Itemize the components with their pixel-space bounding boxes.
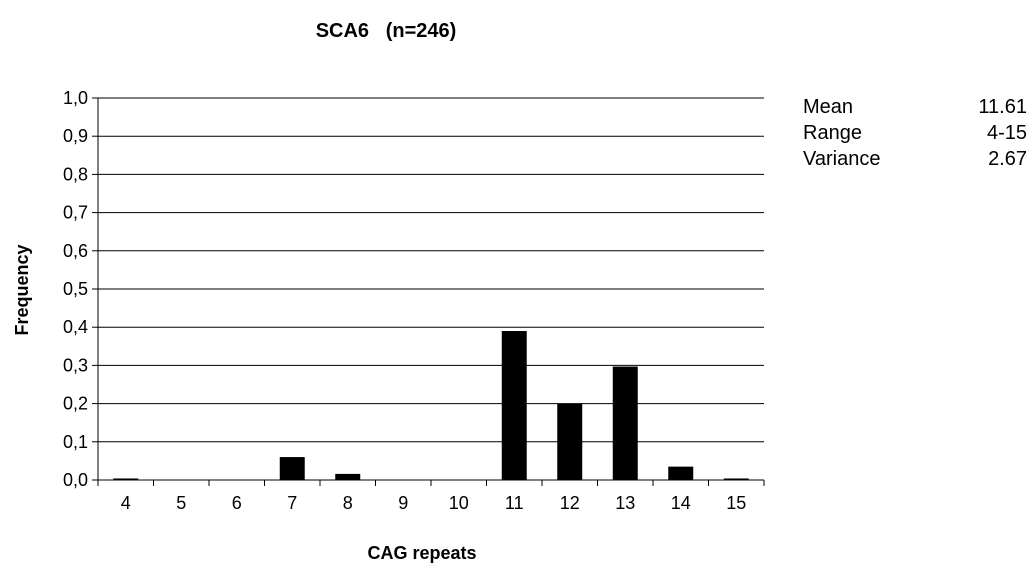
y-tick-label: 1,0 <box>63 88 88 108</box>
stat-label: Mean <box>803 96 853 118</box>
bar-4 <box>113 478 139 480</box>
y-tick-label: 0,8 <box>63 164 88 184</box>
bar-12 <box>557 403 583 480</box>
y-tick-labels: 0,0 0,1 0,2 0,3 0,4 0,5 0,6 0,7 0,8 0,9 1,0 <box>63 88 88 490</box>
bar-11 <box>501 331 527 480</box>
x-tick-label: 13 <box>615 493 635 513</box>
bars <box>113 331 749 480</box>
x-tick-label: 5 <box>176 493 186 513</box>
y-tick-label: 0,5 <box>63 279 88 299</box>
x-tick-label: 8 <box>343 493 353 513</box>
y-tick-label: 0,4 <box>63 317 88 337</box>
stat-value: 2.67 <box>988 148 1027 170</box>
y-axis-label: Frequency <box>12 244 32 335</box>
chart-title: SCA6 (n=246) <box>316 20 457 42</box>
x-tick-label: 6 <box>232 493 242 513</box>
gridlines <box>98 97 764 443</box>
x-tick-label: 4 <box>121 493 131 513</box>
bar-14 <box>668 466 694 480</box>
axes <box>92 97 765 486</box>
bar-7 <box>279 457 305 480</box>
stats-box: Mean 11.61 Range 4-15 Variance 2.67 <box>803 96 1027 170</box>
y-tick-label: 0,7 <box>63 203 88 223</box>
x-axis-label: CAG repeats <box>367 543 476 563</box>
stat-label: Variance <box>803 148 880 170</box>
x-tick-label: 11 <box>505 493 524 513</box>
x-tick-label: 10 <box>449 493 469 513</box>
bar-8 <box>335 473 361 480</box>
x-tick-label: 12 <box>560 493 580 513</box>
x-tick-label: 9 <box>398 493 408 513</box>
y-tick-label: 0,9 <box>63 126 88 146</box>
y-tick-label: 0,3 <box>63 355 88 375</box>
stat-value: 11.61 <box>978 96 1027 118</box>
x-tick-labels: 4 5 6 7 8 9 10 11 12 13 14 15 <box>121 493 747 513</box>
bar-13 <box>612 366 638 480</box>
x-tick-label: 15 <box>726 493 746 513</box>
stat-value: 4-15 <box>987 122 1027 144</box>
x-tick-label: 7 <box>287 493 297 513</box>
x-tick-label: 14 <box>671 493 691 513</box>
y-tick-label: 0,1 <box>63 432 88 452</box>
y-tick-label: 0,0 <box>63 470 88 490</box>
y-tick-label: 0,2 <box>63 394 88 414</box>
y-tick-label: 0,6 <box>63 241 88 261</box>
bar-15 <box>723 478 749 480</box>
stat-label: Range <box>803 122 862 144</box>
